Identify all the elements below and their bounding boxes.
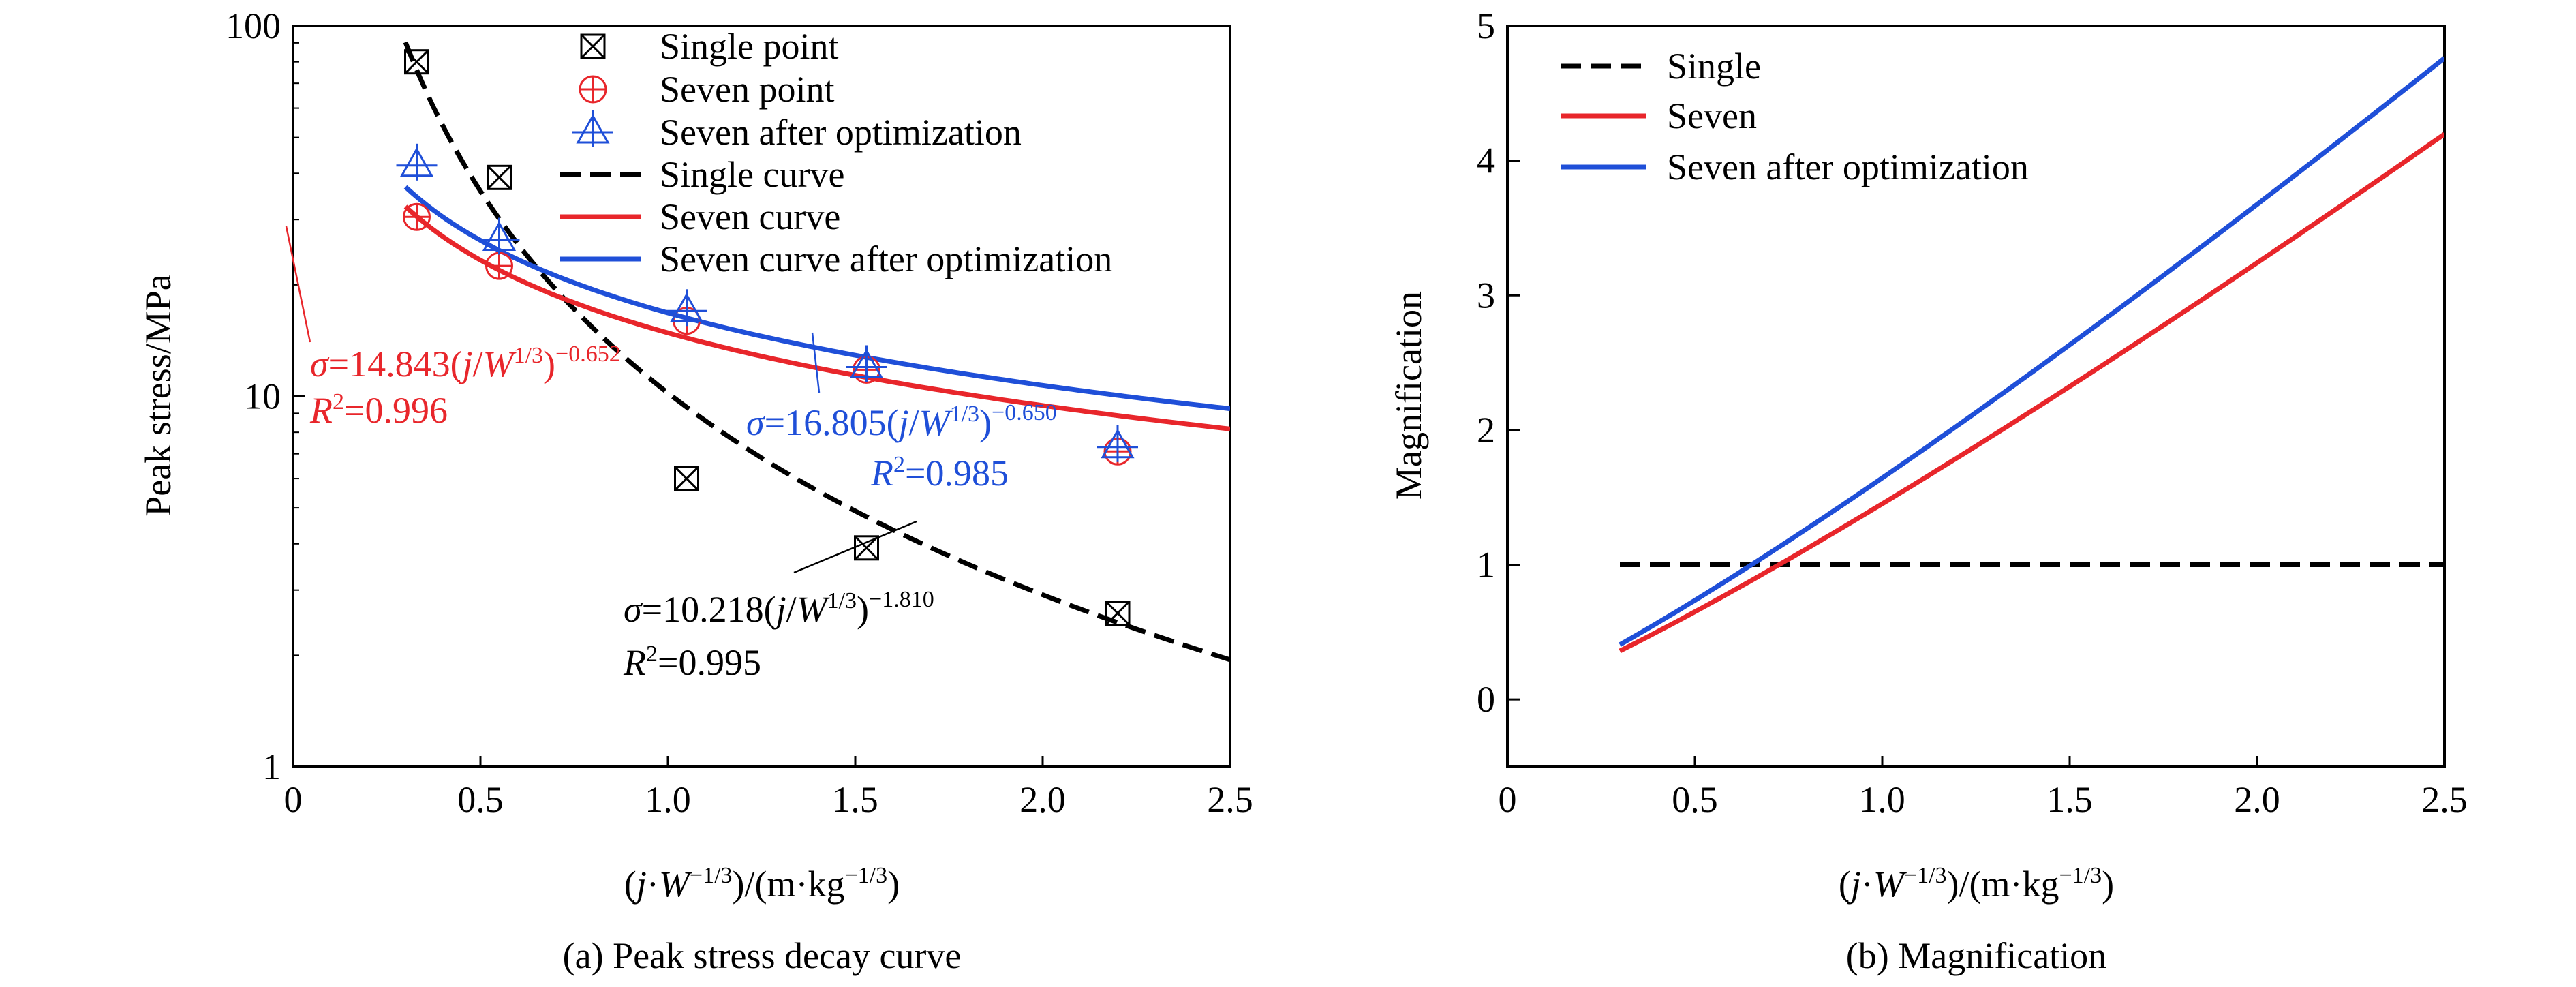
y-tick-label: 5 xyxy=(1477,5,1495,46)
y-tick-label: 0 xyxy=(1477,679,1495,720)
legend-label: Single curve xyxy=(660,154,844,195)
svg-text:R2=0.996: R2=0.996 xyxy=(309,389,448,431)
axis-ticks: 0 0.5 1.0 1.5 2.0 2.5 0 1 2 3 4 5 xyxy=(1477,5,2468,820)
box-x-point-marker xyxy=(854,535,879,561)
legend-item-single-point: Single point xyxy=(580,26,839,67)
legend-item-seven-after-optimization: Seven after optimization xyxy=(1561,147,2029,187)
legend-label: Seven curve xyxy=(660,196,840,237)
legend: Single Seven Seven after optimization xyxy=(1561,46,2029,187)
y-tick-label: 3 xyxy=(1477,275,1495,316)
svg-text:σ=14.843(j/W1/3)−0.652: σ=14.843(j/W1/3)−0.652 xyxy=(310,341,621,384)
x-tick-label: 1.5 xyxy=(832,779,878,820)
single-curve xyxy=(403,41,1230,663)
seven-curve xyxy=(403,204,1230,431)
box-x-point-marker xyxy=(404,49,429,75)
seven-curve-after-optimization xyxy=(403,185,1230,412)
triangle-plus-point-marker xyxy=(478,217,520,255)
y-tick-label: 10 xyxy=(244,376,281,417)
legend-item-single: Single xyxy=(1561,46,1761,87)
panel-caption: (a) Peak stress decay curve xyxy=(563,935,962,976)
x-tick-label: 1.5 xyxy=(2046,779,2093,820)
x-tick-label: 0.5 xyxy=(1672,779,1718,820)
y-axis-label: Magnification xyxy=(1388,291,1429,500)
triangle-plus-point-marker xyxy=(846,345,887,382)
seven-line xyxy=(1619,132,2444,654)
triangle-plus-point-marker xyxy=(396,143,438,181)
axis-ticks: 0 0.5 1.0 1.5 2.0 2.5 1 10 100 xyxy=(226,5,1253,820)
x-axis-label: (j·W−1/3)/(m·kg−1/3) xyxy=(624,863,900,905)
legend-item-seven-after-optimization: Seven after optimization xyxy=(572,110,1022,153)
y-axis-label: Peak stress/MPa xyxy=(138,274,179,517)
x-axis-label: (j·W−1/3)/(m·kg−1/3) xyxy=(1839,863,2114,905)
circle-plus-point-marker xyxy=(403,202,431,231)
x-tick-label: 0.5 xyxy=(457,779,504,820)
plot-frame xyxy=(1506,25,2446,768)
fit-curves xyxy=(403,41,1230,663)
y-tick-label: 4 xyxy=(1477,140,1495,181)
y-tick-label: 100 xyxy=(226,5,281,46)
svg-text:σ=16.805(j/W1/3)−0.650: σ=16.805(j/W1/3)−0.650 xyxy=(746,400,1057,443)
y-tick-label: 1 xyxy=(262,746,281,787)
legend-label: Single xyxy=(1667,46,1761,87)
equation-seven-optimized: σ=16.805(j/W1/3)−0.650 R2=0.985 xyxy=(746,400,1057,494)
legend-label: Seven after optimization xyxy=(1667,147,2029,187)
legend-item-single-curve: Single curve xyxy=(560,154,844,195)
legend-item-seven-curve-after-optimization: Seven curve after optimization xyxy=(560,239,1112,279)
x-tick-label: 2.0 xyxy=(1019,779,1066,820)
circle-plus-point-marker xyxy=(485,252,513,280)
x-tick-label: 0 xyxy=(284,779,303,820)
x-tick-label: 1.0 xyxy=(1859,779,1905,820)
svg-text:R2=0.985: R2=0.985 xyxy=(870,452,1009,494)
equation-seven: σ=14.843(j/W1/3)−0.652 R2=0.996 xyxy=(309,341,621,431)
data-points xyxy=(396,49,1138,626)
x-tick-label: 0 xyxy=(1499,779,1517,820)
series-lines xyxy=(1619,56,2444,654)
box-x-point-marker xyxy=(487,164,512,190)
x-tick-label: 2.5 xyxy=(2421,779,2468,820)
panel-b-magnification-chart: 0 0.5 1.0 1.5 2.0 2.5 0 1 2 3 4 5 Single Seven Seve… xyxy=(1388,5,2468,976)
panel-caption: (b) Magnification xyxy=(1846,935,2106,976)
triangle-plus-point-marker xyxy=(1097,425,1138,462)
svg-text:σ=10.218(j/W1/3)−1.810: σ=10.218(j/W1/3)−1.810 xyxy=(624,587,934,630)
legend-label: Seven curve after optimization xyxy=(660,239,1112,279)
legend-item-seven: Seven xyxy=(1561,95,1757,136)
y-tick-label: 2 xyxy=(1477,410,1495,451)
legend-label: Seven point xyxy=(660,69,834,110)
seven-after-optimization-line xyxy=(1619,56,2444,647)
x-tick-label: 1.0 xyxy=(645,779,691,820)
legend-item-seven-point: Seven point xyxy=(579,69,834,110)
svg-text:R2=0.995: R2=0.995 xyxy=(623,641,761,683)
y-tick-label: 1 xyxy=(1477,545,1495,586)
legend-label: Seven xyxy=(1667,95,1757,136)
equation-single: σ=10.218(j/W1/3)−1.810 R2=0.995 xyxy=(623,587,934,683)
legend-label: Single point xyxy=(660,26,839,67)
box-x-point-marker xyxy=(1105,601,1131,626)
x-tick-label: 2.5 xyxy=(1207,779,1253,820)
box-x-point-marker xyxy=(674,466,699,491)
legend-item-seven-curve: Seven curve xyxy=(560,196,840,237)
panel-a-peak-stress-chart: 0 0.5 1.0 1.5 2.0 2.5 1 10 100 Single point xyxy=(138,5,1253,976)
legend-label: Seven after optimization xyxy=(660,112,1022,153)
triangle-plus-point-marker xyxy=(666,289,707,327)
x-tick-label: 2.0 xyxy=(2234,779,2280,820)
legend: Single point Seven point Seven after opt… xyxy=(560,26,1112,279)
